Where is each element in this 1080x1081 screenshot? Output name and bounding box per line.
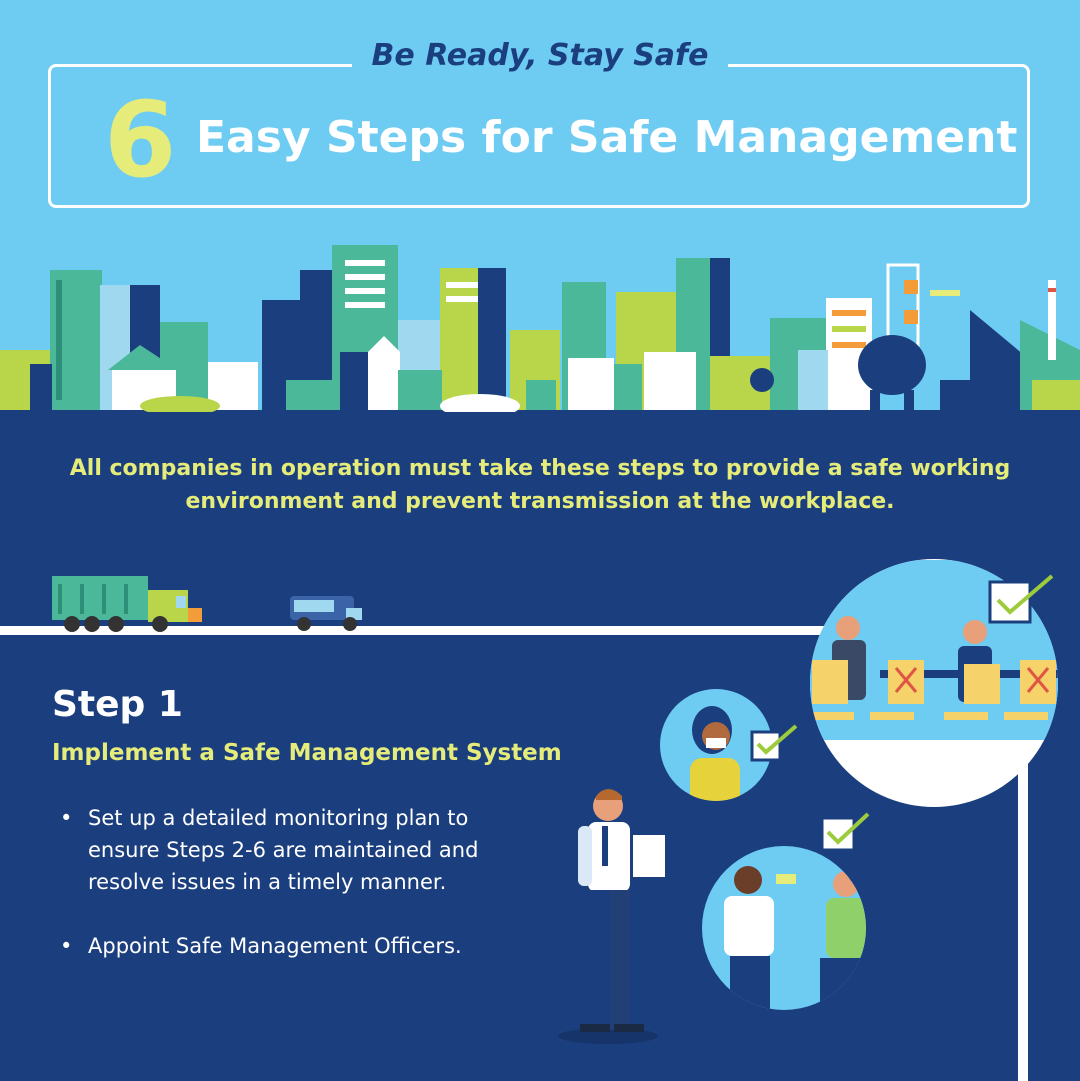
check-icon [988, 574, 1054, 624]
officer-with-clipboard-illustration [558, 789, 667, 1044]
mask-person-illustration [660, 689, 798, 801]
tagline: Be Ready, Stay Safe [351, 38, 729, 73]
bullet-item: Set up a detailed monitoring plan to ens… [60, 802, 540, 898]
road-line [0, 626, 1030, 635]
intro-text: All companies in operation must take the… [69, 456, 1011, 514]
road-pole [1018, 626, 1028, 1081]
city-skyline-illustration [0, 245, 1080, 412]
step-count-number: 6 [104, 79, 177, 201]
temperature-check-illustration [702, 812, 870, 1010]
step-bullet-list: Set up a detailed monitoring plan to ens… [60, 802, 540, 994]
step-subtitle: Implement a Safe Management System [52, 740, 562, 766]
page-title: Easy Steps for Safe Management [196, 112, 1018, 163]
check-icon [750, 724, 798, 762]
truck-icon [52, 576, 202, 632]
tagline-wrap: Be Ready, Stay Safe [0, 38, 1080, 73]
meeting-illustration [810, 559, 1058, 807]
check-icon [820, 812, 870, 852]
step-title: Step 1 [52, 684, 183, 725]
car-icon [290, 596, 362, 631]
bullet-item: Appoint Safe Management Officers. [60, 930, 540, 962]
vehicles-illustration [52, 576, 362, 632]
